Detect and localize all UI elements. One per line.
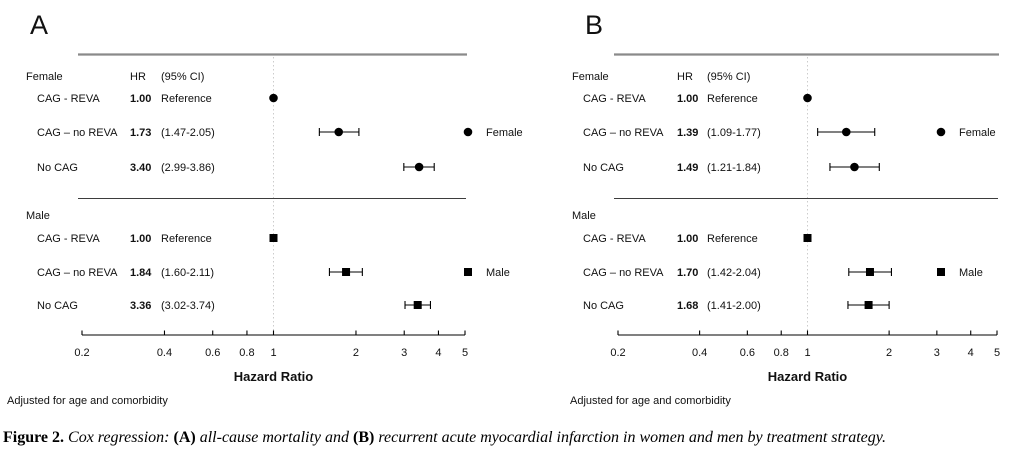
row-label: CAG - REVA	[583, 93, 646, 105]
row-ci-value: (1.21-1.84)	[707, 162, 761, 174]
row-label: No CAG	[37, 162, 78, 174]
x-axis-title: Hazard Ratio	[768, 369, 848, 384]
group-label: Male	[572, 210, 596, 222]
row-ci-value: (1.42-2.04)	[707, 267, 761, 279]
row-hr-value: 1.73	[130, 127, 151, 139]
x-tick-label: 4	[968, 347, 974, 359]
x-tick-label: 3	[401, 347, 407, 359]
row-label: No CAG	[583, 162, 624, 174]
row-hr-value: 1.00	[677, 93, 698, 105]
male-point-marker	[269, 234, 278, 242]
x-tick-label: 2	[353, 347, 359, 359]
row-ci-value: (1.47-2.05)	[161, 127, 215, 139]
x-tick-label: 0.8	[239, 347, 254, 359]
female-point-marker	[850, 162, 859, 172]
panel-label: A	[30, 10, 48, 40]
row-hr-value: 1.70	[677, 267, 698, 279]
panel-b: B HR (95% CI) Female CAG - REVA 1.00 Reference…	[570, 10, 1000, 407]
female-point-marker	[334, 127, 344, 137]
row-ci-value: Reference	[161, 233, 212, 245]
row-hr-value: 1.39	[677, 127, 698, 139]
row-ci-value: (1.41-2.00)	[707, 300, 761, 312]
x-tick-label: 0.6	[740, 347, 755, 359]
x-tick-label: 1	[804, 347, 810, 359]
male-point-marker	[342, 268, 351, 276]
row-hr-value: 3.36	[130, 300, 151, 312]
row-hr-value: 1.68	[677, 300, 698, 312]
row-ci-value: (2.99-3.86)	[161, 162, 215, 174]
x-tick-label: 3	[934, 347, 940, 359]
row-label: CAG - REVA	[37, 93, 100, 105]
row-label: CAG – no REVA	[583, 267, 664, 279]
row-label: No CAG	[37, 300, 78, 312]
row-ci-value: Reference	[161, 93, 212, 105]
row-hr-value: 1.84	[130, 267, 152, 279]
x-tick-label: 2	[886, 347, 892, 359]
legend-male-marker	[464, 268, 472, 276]
row-ci-value: (1.09-1.77)	[707, 127, 761, 139]
x-tick-label: 4	[435, 347, 441, 359]
column-header-ci: (95% CI)	[707, 71, 750, 83]
female-point-marker	[414, 162, 424, 172]
row-label: No CAG	[583, 300, 624, 312]
adjustment-footnote: Adjusted for age and comorbidity	[7, 395, 168, 407]
adjustment-footnote: Adjusted for age and comorbidity	[570, 395, 731, 407]
female-point-marker	[803, 93, 812, 103]
x-tick-label: 5	[994, 347, 1000, 359]
column-header-hr: HR	[677, 71, 693, 83]
row-hr-value: 1.00	[130, 233, 151, 245]
x-tick-label: 0.2	[74, 347, 89, 359]
row-ci-value: Reference	[707, 233, 758, 245]
row-hr-value: 3.40	[130, 162, 151, 174]
row-ci-value: (3.02-3.74)	[161, 300, 215, 312]
x-axis-title: Hazard Ratio	[234, 369, 314, 384]
panel-label: B	[585, 10, 603, 40]
x-tick-label: 0.6	[205, 347, 220, 359]
female-point-marker	[269, 93, 278, 103]
male-point-marker	[865, 268, 874, 276]
caption-segment-1: Cox regression:	[64, 429, 174, 446]
panel-a: A HR (95% CI) Female CAG - REVA 1.00 Reference…	[7, 10, 523, 407]
row-label: CAG - REVA	[37, 233, 100, 245]
female-point-marker	[841, 127, 851, 137]
x-tick-label: 0.4	[157, 347, 172, 359]
row-label: CAG – no REVA	[583, 127, 664, 139]
row-label: CAG – no REVA	[37, 127, 118, 139]
row-ci-value: (1.60-2.11)	[161, 267, 214, 279]
x-tick-label: 0.8	[774, 347, 789, 359]
panel-a-ref: (A)	[173, 429, 196, 446]
column-header-hr: HR	[130, 71, 146, 83]
forest-plots-svg: A HR (95% CI) Female CAG - REVA 1.00 Reference…	[7, 10, 1000, 407]
group-label: Female	[26, 71, 63, 83]
x-tick-label: 1	[270, 347, 276, 359]
row-hr-value: 1.49	[677, 162, 698, 174]
group-label: Male	[26, 210, 50, 222]
legend-male-marker	[937, 268, 945, 276]
legend-label: Female	[486, 127, 523, 139]
x-tick-label: 5	[462, 347, 468, 359]
legend-label: Female	[959, 127, 996, 139]
male-point-marker	[803, 234, 812, 242]
figure-label: Figure 2.	[3, 429, 65, 446]
x-tick-label: 0.2	[610, 347, 625, 359]
legend-label: Male	[959, 267, 983, 279]
row-hr-value: 1.00	[130, 93, 151, 105]
caption-segment-3: recurrent acute myocardial infarction in…	[374, 429, 886, 446]
legend-female-marker	[936, 127, 946, 137]
male-point-marker	[864, 301, 873, 309]
column-header-ci: (95% CI)	[161, 71, 204, 83]
figure-caption: Figure 2. Cox regression: (A) all-cause …	[3, 429, 1013, 447]
row-ci-value: Reference	[707, 93, 758, 105]
row-label: CAG – no REVA	[37, 267, 118, 279]
group-label: Female	[572, 71, 609, 83]
row-label: CAG - REVA	[583, 233, 646, 245]
caption-segment-2: all-cause mortality and	[195, 429, 354, 446]
legend-label: Male	[486, 267, 510, 279]
legend-female-marker	[463, 127, 473, 137]
x-tick-label: 0.4	[692, 347, 707, 359]
panel-b-ref: (B)	[353, 429, 375, 446]
row-hr-value: 1.00	[677, 233, 698, 245]
male-point-marker	[413, 301, 422, 309]
